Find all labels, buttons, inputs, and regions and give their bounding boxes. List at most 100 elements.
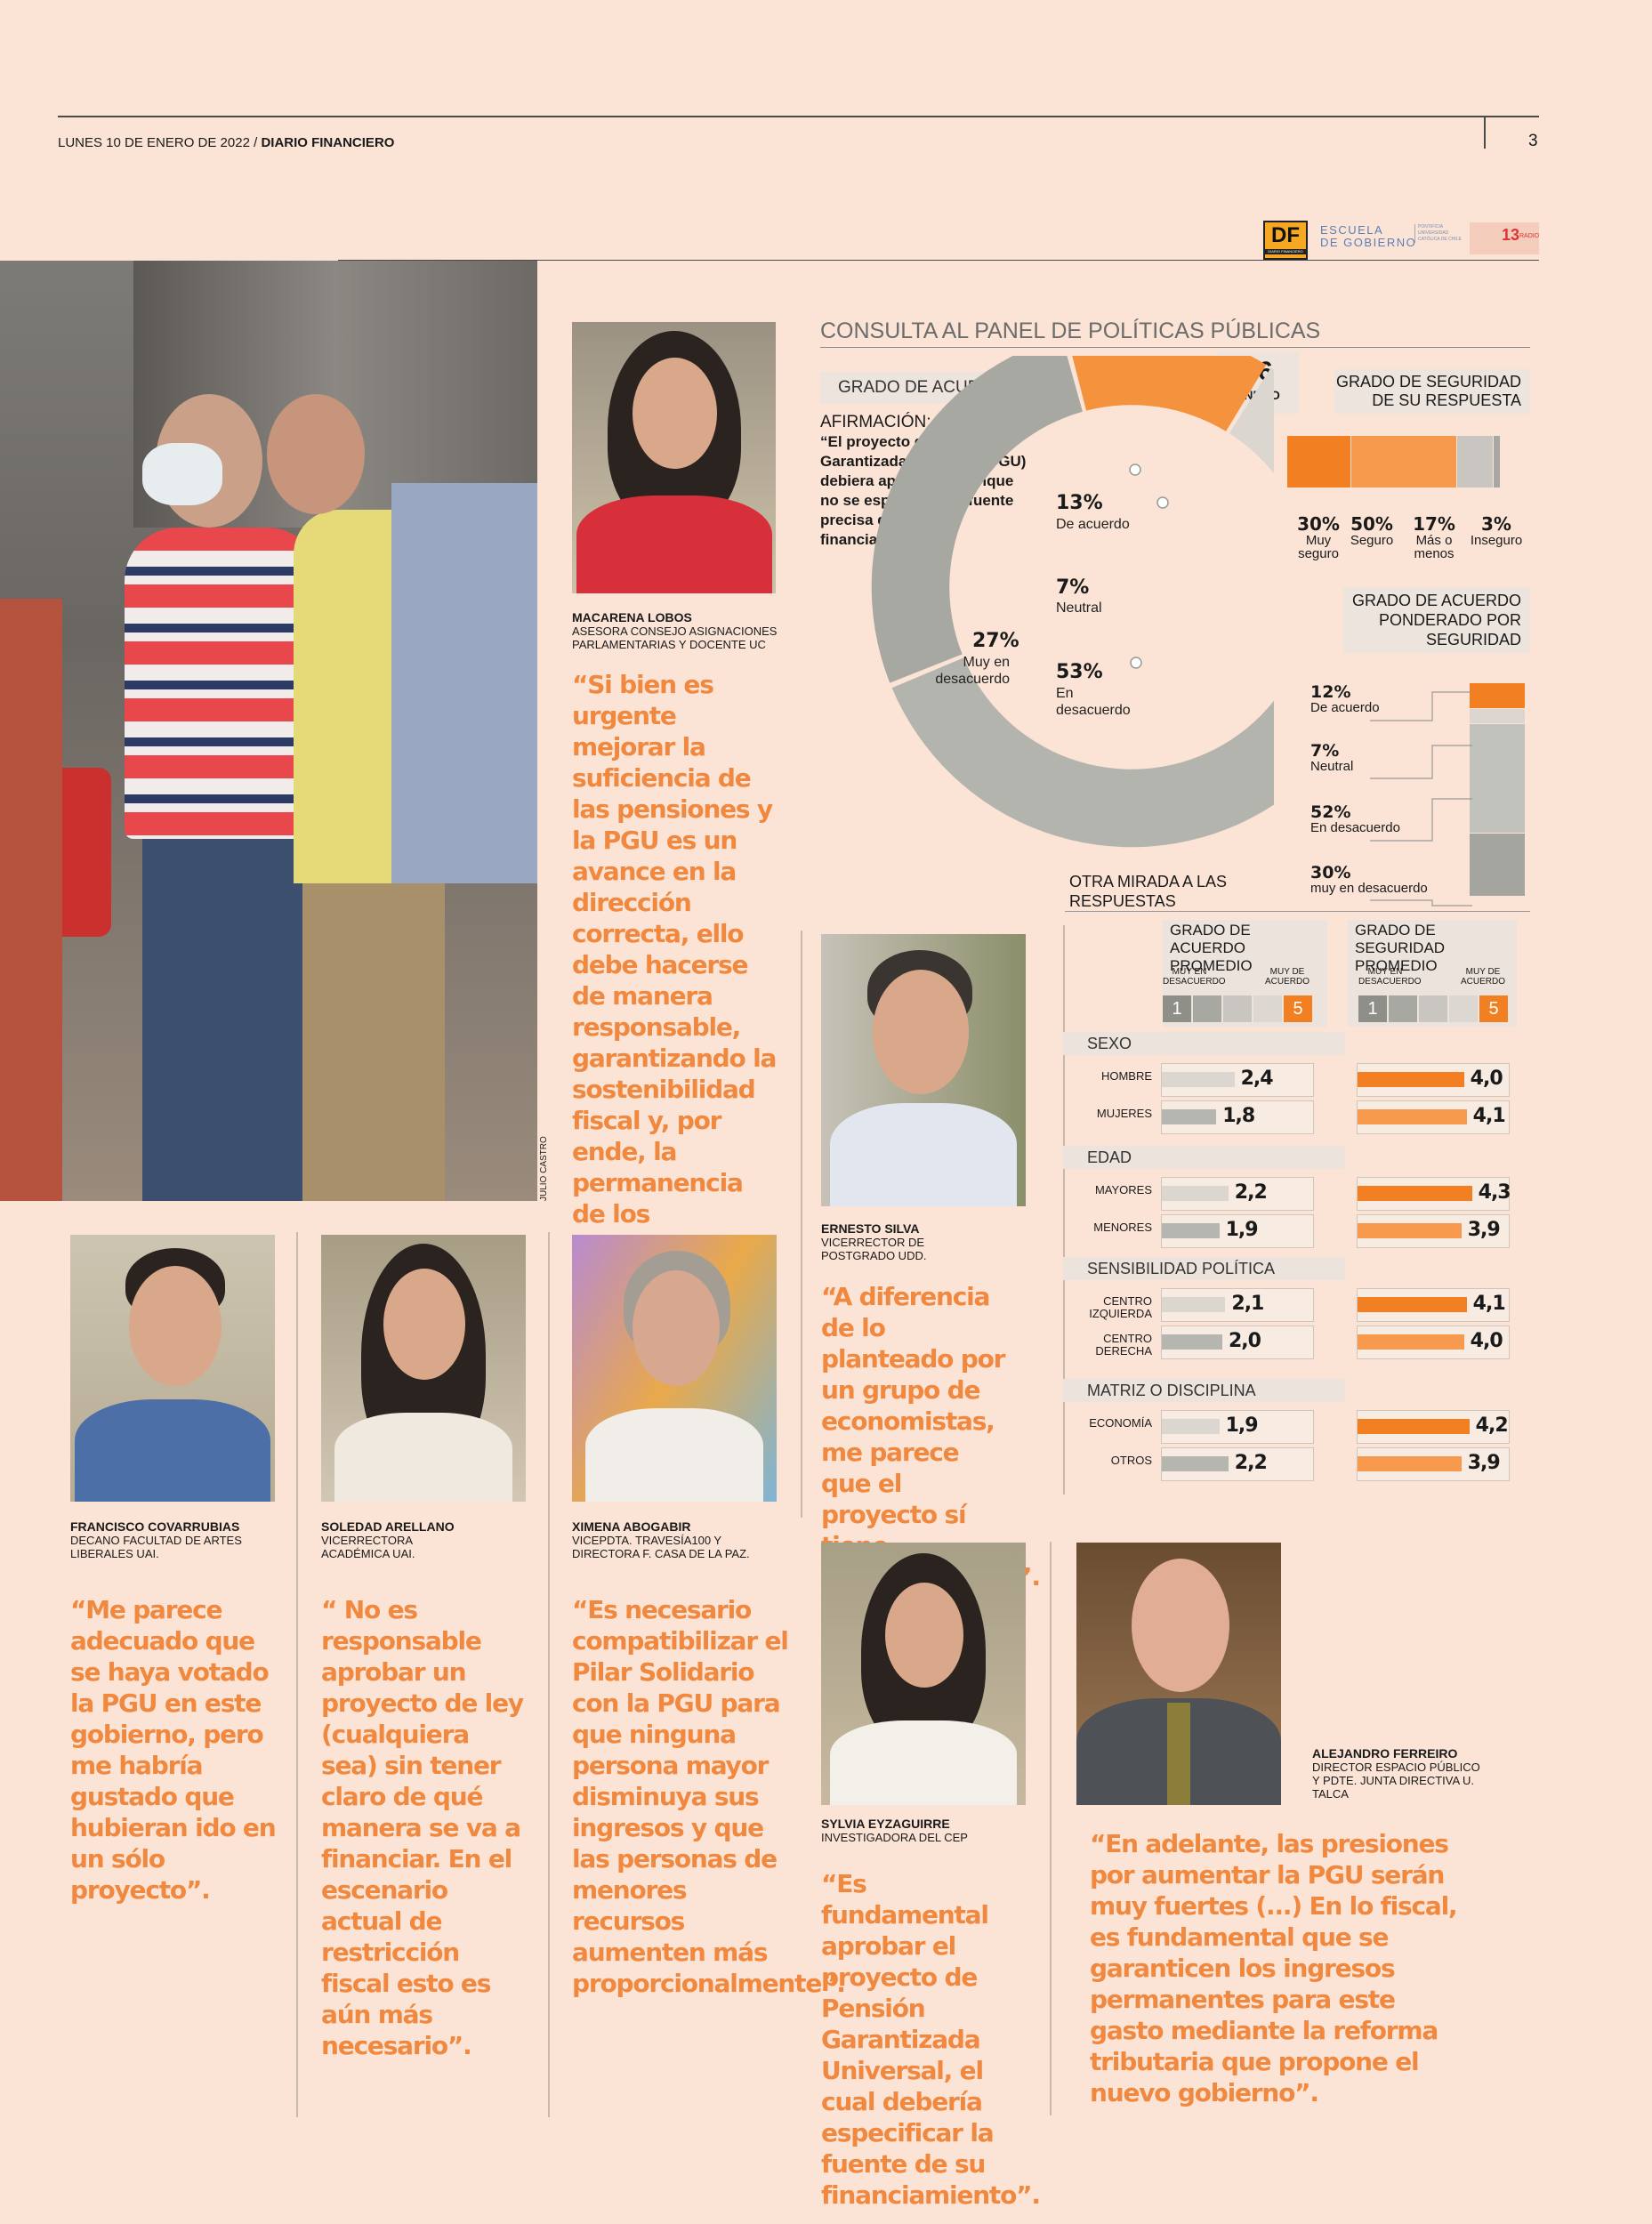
eyzaguirre-name: SYLVIA EYZAGUIRRE — [821, 1817, 950, 1831]
donut-label-muy-desacuerdo: Muy en desacuerdo — [935, 655, 1010, 687]
ponderado-bar — [1470, 683, 1525, 897]
arellano-face — [383, 1269, 465, 1380]
eyzaguirre-quote: “Es fundamental aprobar el proyecto de P… — [821, 1869, 1041, 2210]
donut-label-neutral-pct: 7% — [1056, 576, 1090, 599]
row-label-5: CENTRO DERECHA — [1095, 1332, 1152, 1358]
ponderado-connectors — [1370, 691, 1472, 907]
covarrubias-face — [129, 1266, 222, 1386]
ponderado-connector-1 — [1370, 745, 1472, 779]
seguridad-value-0: 4,0 — [1470, 1068, 1503, 1090]
eyzaguirre-face — [885, 1583, 963, 1688]
ponderado-label-1: 7% Neutral — [1310, 742, 1353, 773]
abogabir-photo — [572, 1235, 777, 1502]
arellano-top — [334, 1413, 512, 1502]
ponderado-pct-1: 7% — [1310, 741, 1340, 761]
ponderado-segment-2 — [1470, 724, 1525, 834]
table-left-divider — [1063, 925, 1065, 1495]
ponderado-segment-1 — [1470, 709, 1525, 725]
abogabir-role: VICEPDTA. TRAVESÍA100 Y DIRECTORA F. CAS… — [572, 1534, 750, 1560]
ferreiro-quote: “En adelante, las presiones por aumentar… — [1090, 1829, 1458, 2107]
row-label-7: OTROS — [1110, 1454, 1152, 1467]
acuerdo-value-5: 2,0 — [1229, 1330, 1261, 1352]
acuerdo-bar-6 — [1162, 1419, 1220, 1434]
logos-rule — [338, 260, 1539, 261]
seguridad-value-1: 4,1 — [1472, 1105, 1506, 1127]
person-blue-shirt — [391, 483, 537, 883]
scale-b-high: MUY DE ACUERDO — [1460, 967, 1505, 987]
arellano-quote: “ No es responsable aprobar un proyecto … — [321, 1595, 524, 2060]
eyzaguirre-top — [830, 1720, 1017, 1805]
scale-a-box-1 — [1193, 995, 1221, 1022]
otra-mirada-rule — [1065, 911, 1530, 912]
escuela-gobierno-logo: ESCUELA DE GOBIERNO — [1320, 224, 1416, 249]
acuerdo-cell-5 — [1161, 1326, 1314, 1359]
ponderado-pct-0: 12% — [1310, 682, 1351, 702]
ponderado-labels: 12% De acuerdo 7% Neutral 52% En desacuerdo 30… — [1310, 683, 1471, 906]
covarrubias-jacket — [75, 1399, 270, 1502]
row-label-6: ECONOMÍA — [1089, 1416, 1152, 1430]
silva-role: VICERRECTOR DE POSTGRADO UDD. — [821, 1236, 927, 1262]
seguridad-pct-2: 17% — [1413, 513, 1455, 535]
donut-marker — [1130, 657, 1142, 669]
eyzaguirre-role: INVESTIGADORA DEL CEP — [821, 1831, 968, 1844]
otra-mirada-title: OTRA MIRADA A LAS RESPUESTAS — [1069, 873, 1228, 910]
abogabir-name: XIMENA ABOGABIR — [572, 1519, 691, 1534]
scale-b-box-3 — [1449, 995, 1478, 1022]
seguridad-pct-3: 3% — [1481, 513, 1511, 535]
acuerdo-value-3: 1,9 — [1225, 1219, 1259, 1241]
seguridad-scale: MUY EN DESACUERDO MUY DE ACUERDO 1 5 — [1358, 967, 1510, 1025]
ponderado-connector-2 — [1370, 798, 1472, 842]
donut-slice-en-desacuerdo — [891, 657, 1274, 848]
acuerdo-value-2: 2,2 — [1234, 1181, 1268, 1204]
seguridad-segment-3 — [1493, 436, 1501, 488]
seguridad-bar-1 — [1358, 1109, 1467, 1124]
header-date: LUNES 10 DE ENERO DE 2022 / DIARIO FINAN… — [58, 135, 394, 150]
abogabir-face — [633, 1270, 720, 1386]
df-logo-subtext: DIARIO FINANCIERO — [1265, 249, 1306, 254]
lobos-name: MACARENA LOBOS — [572, 610, 692, 624]
seguridad-bar-2 — [1358, 1186, 1472, 1201]
df-logo: DF DIARIO FINANCIERO — [1263, 221, 1308, 260]
seguridad-bar-7 — [1358, 1456, 1462, 1471]
panel-title: CONSULTA AL PANEL DE POLÍTICAS PÚBLICAS — [820, 318, 1321, 343]
escuela-line2: DE GOBIERNO — [1320, 236, 1417, 249]
seguridad-cat-0: Muy seguro — [1298, 533, 1339, 561]
scale-a-box-0: 1 — [1163, 995, 1191, 1022]
ponderado-label-2: 52% En desacuerdo — [1310, 803, 1400, 834]
group-header-1: EDAD — [1063, 1146, 1345, 1169]
silva-shirt — [830, 1103, 1017, 1206]
seguridad-bar-0 — [1358, 1072, 1464, 1087]
ponderado-connector-3 — [1370, 899, 1472, 907]
seguridad-promedio-title: GRADO DE SEGURIDAD PROMEDIO — [1355, 922, 1446, 974]
escuela-line1: ESCUELA — [1320, 223, 1384, 237]
photo-credit: JULIO CASTRO — [539, 1136, 549, 1201]
lobos-jacket — [576, 496, 772, 593]
acuerdo-bar-4 — [1162, 1297, 1226, 1312]
covarrubias-photo — [70, 1235, 275, 1502]
ponderado-label-3: 30% muy en desacuerdo — [1310, 864, 1428, 895]
person-yellow-head — [267, 394, 365, 514]
seguridad-cat-1: Seguro — [1350, 533, 1394, 548]
seguridad-title-box: GRADO DE SEGURIDAD DE SU RESPUESTA — [1334, 369, 1530, 414]
ponderado-pct-3: 30% — [1310, 863, 1351, 882]
donut-label-desacuerdo: En desacuerdo — [1056, 686, 1131, 718]
col-divider-3 — [1050, 1542, 1052, 2115]
ferreiro-face — [1132, 1559, 1229, 1692]
covarrubias-name: FRANCISCO COVARRUBIAS — [70, 1519, 240, 1534]
covarrubias-quote: “Me parece adecuado que se haya votado l… — [70, 1595, 277, 1905]
ponderado-title-box: GRADO DE ACUERDO PONDERADO POR SEGURIDAD — [1343, 587, 1530, 653]
seguridad-pct-1: 50% — [1350, 513, 1393, 535]
donut-label-muy-desacuerdo-pct: 27% — [972, 630, 1019, 652]
scale-b-box-2 — [1419, 995, 1447, 1022]
eyzaguirre-photo — [821, 1543, 1026, 1805]
t13-label: RADIO — [1519, 233, 1540, 239]
seguridad-bar-5 — [1358, 1334, 1464, 1350]
lobos-photo — [572, 322, 776, 593]
arellano-photo — [321, 1235, 526, 1502]
acuerdo-bar-3 — [1162, 1223, 1220, 1238]
row-label-4: CENTRO IZQUIERDA — [1089, 1294, 1152, 1320]
seguridad-label-1: 50% Seguro — [1341, 514, 1403, 547]
left-person — [0, 599, 62, 1201]
header-rule — [58, 116, 1539, 117]
scale-a-box-3 — [1253, 995, 1282, 1022]
